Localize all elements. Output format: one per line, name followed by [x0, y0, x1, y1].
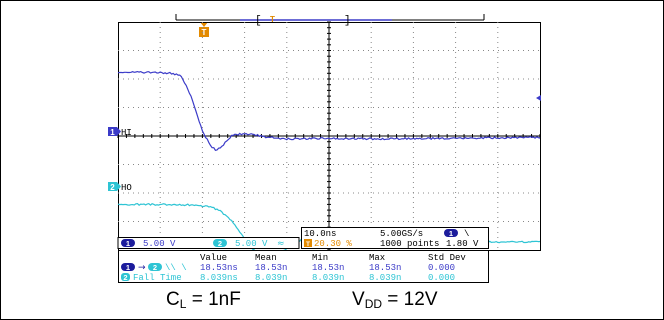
- channel-2-marker-number: 2: [110, 183, 115, 192]
- meas-row2-mean: 8.039n: [255, 273, 287, 283]
- meas-row1-stddev: 0.000: [428, 263, 455, 273]
- oscilloscope-screen: [ ] T T 1 HI 2 HO 1 5.00 V 2 5.00 V ≈: [108, 14, 541, 283]
- timebase-readout: 10.0ns 5.00GS/s 1 \ T 20.30 % 1000 point…: [301, 227, 489, 249]
- channel-1-marker: 1 HI: [108, 127, 132, 138]
- trigger-marker-arrow: [200, 22, 208, 27]
- supply-voltage-caption: VDD = 12V: [352, 289, 438, 311]
- ch1-badge-number: 1: [126, 239, 130, 248]
- meas-row1-value: 18.53ns: [200, 263, 238, 273]
- meas-row1-ch2-number: 2: [153, 263, 157, 272]
- channel-2-marker: 2 HO: [108, 182, 132, 193]
- trigger-slope-icon: \: [464, 229, 469, 239]
- channel-1-marker-number: 1: [110, 128, 115, 137]
- time-per-div: 10.0ns: [304, 229, 336, 239]
- channel-scale-readout: 1 5.00 V 2 5.00 V ≈: [117, 237, 300, 249]
- trigger-level-marker: [536, 95, 541, 101]
- load-caption-symbol: C: [166, 289, 180, 310]
- trigger-source-badge: [444, 229, 458, 237]
- record-length: 1000 points: [380, 239, 439, 249]
- ch1-badge: [121, 239, 135, 247]
- meas-row1-delay-edges-icon: \\ \: [165, 263, 187, 273]
- meas-header-mean: Mean: [255, 253, 277, 263]
- channel-1-marker-arrow: [117, 127, 121, 136]
- record-window-right-bracket: ]: [344, 15, 351, 27]
- trigger-level: 1.80 V: [446, 239, 479, 249]
- meas-row1-arrow-icon: →: [138, 263, 146, 273]
- meas-row2-ch2-badge: [121, 273, 130, 281]
- record-trigger-marker: T: [270, 15, 275, 24]
- supply-caption-symbol: V: [352, 289, 365, 310]
- ch2-scale: 5.00 V: [235, 239, 268, 249]
- meas-row2-value: 8.039ns: [200, 273, 238, 283]
- load-caption-value: = 1nF: [186, 289, 241, 310]
- meas-row1-ch2-badge: [148, 263, 162, 271]
- measurement-box: [118, 250, 489, 283]
- channel-2-label: HO: [121, 183, 132, 193]
- meas-header-min: Min: [312, 253, 328, 263]
- sample-rate: 5.00GS/s: [380, 229, 423, 239]
- load-capacitance-caption: CL = 1nF: [166, 289, 241, 311]
- meas-row2-label: Fall Time: [133, 273, 182, 283]
- meas-row1-min: 18.53n: [312, 263, 344, 273]
- meas-row1-ch1-badge: [121, 263, 135, 271]
- trigger-marker-letter: T: [202, 28, 207, 37]
- supply-caption-subscript: DD: [364, 297, 383, 311]
- trigger-marker-box: [199, 27, 209, 37]
- channel-scale-box: [117, 237, 300, 249]
- waveform-hi: [117, 70, 541, 151]
- meas-row2-min: 8.039n: [312, 273, 344, 283]
- channel-1-marker-box: [108, 127, 117, 136]
- trigger-position-icon-letter: T: [306, 241, 310, 248]
- meas-row1-max: 18.53n: [369, 263, 401, 273]
- ch1-scale: 5.00 V: [143, 239, 176, 249]
- meas-header-max: Max: [369, 253, 385, 263]
- trigger-position: 20.30 %: [314, 239, 352, 249]
- channel-2-marker-arrow: [117, 182, 121, 191]
- meas-header-stddev: Std Dev: [428, 253, 466, 263]
- meas-header-value: Value: [200, 253, 227, 263]
- meas-row1-mean: 18.53n: [255, 263, 287, 273]
- timebase-box: [301, 227, 489, 249]
- channel-2-marker-box: [108, 182, 117, 191]
- graticule: [117, 21, 541, 251]
- load-caption-subscript: L: [179, 297, 187, 311]
- bandwidth-limit-icon: ≈: [277, 239, 285, 249]
- record-window-left-bracket: [: [255, 15, 262, 27]
- meas-row2-max: 8.039n: [369, 273, 401, 283]
- supply-caption-value: = 12V: [382, 289, 438, 310]
- meas-row2-stddev: 0.000: [428, 273, 455, 283]
- trigger-position-marker: T: [199, 22, 209, 37]
- trigger-source-number: 1: [449, 229, 453, 238]
- channel-1-label: HI: [121, 128, 132, 138]
- meas-row2-ch2-number: 2: [123, 273, 127, 282]
- ch2-badge-number: 2: [218, 239, 222, 248]
- trigger-position-icon: [304, 239, 312, 247]
- record-bar: [ ] T: [175, 14, 485, 27]
- measurement-table: Value Mean Min Max Std Dev 1 → 2 \\ \ 18…: [118, 250, 489, 283]
- ch2-badge: [213, 239, 227, 247]
- meas-row1-ch1-number: 1: [126, 263, 130, 272]
